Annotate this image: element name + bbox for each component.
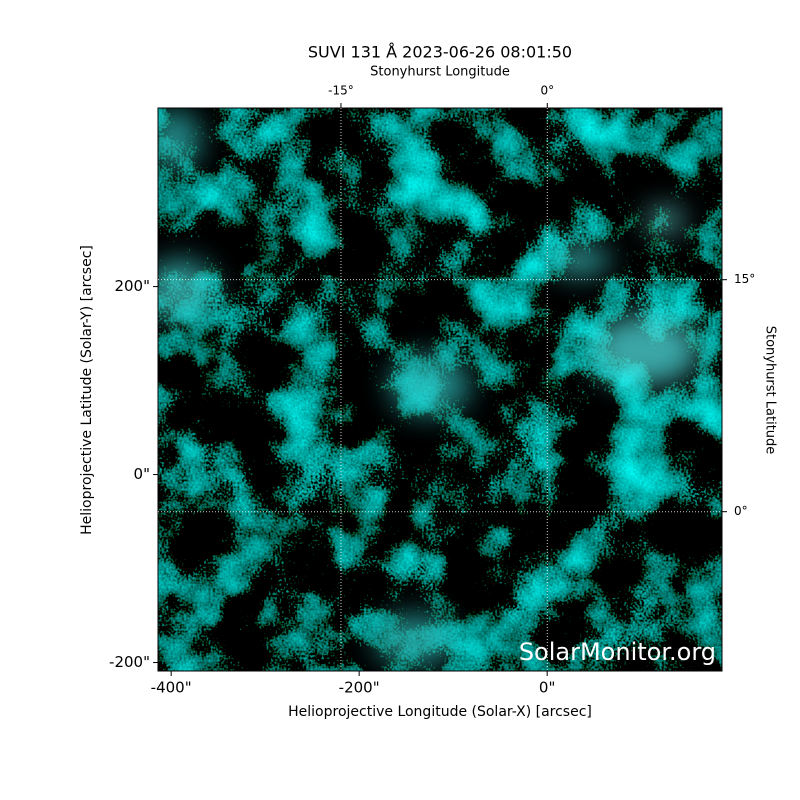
solar-image — [158, 108, 722, 671]
y-tick-label: -200" — [109, 653, 150, 671]
y-tick-label: 200" — [114, 277, 150, 295]
x-tick-label: 0" — [539, 679, 555, 697]
x-tick-label: -400" — [151, 679, 192, 697]
x2-axis-label: Stonyhurst Longitude — [370, 65, 510, 80]
chart-title: SUVI 131 Å 2023-06-26 08:01:50 — [308, 43, 572, 62]
x-tick-label: -200" — [339, 679, 380, 697]
x2-tick-label: -15° — [328, 84, 354, 98]
y2-axis-label: Stonyhurst Latitude — [763, 326, 778, 455]
y2-tick-label: 15° — [734, 272, 755, 286]
x2-tick-label: 0° — [540, 84, 554, 98]
y-tick-label: 0" — [134, 465, 150, 483]
plot-frame — [157, 107, 723, 672]
x-axis-label: Helioprojective Longitude (Solar-X) [arc… — [288, 704, 592, 720]
y2-tick-label: 0° — [734, 504, 748, 518]
watermark: SolarMonitor.org — [519, 638, 716, 666]
y-axis-label: Helioprojective Latitude (Solar-Y) [arcs… — [79, 245, 95, 535]
